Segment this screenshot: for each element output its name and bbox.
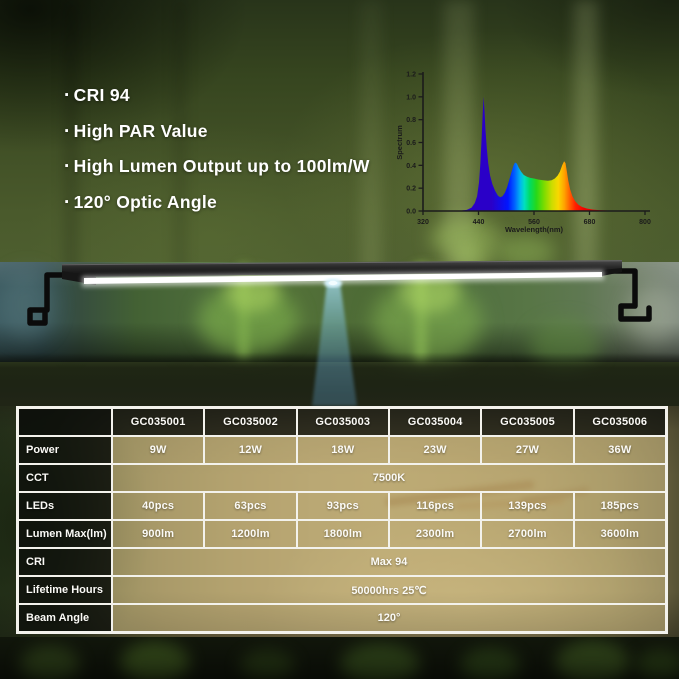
- y-axis-label: Spectrum: [395, 125, 404, 160]
- row-label-cri: CRI: [18, 548, 112, 576]
- shadow-streak: [176, 0, 184, 358]
- x-axis-label: Wavelength(nm): [505, 225, 564, 234]
- chart-tick-label: 0.8: [406, 117, 416, 124]
- feature-item: · 120° Optic Angle: [64, 191, 370, 214]
- row-label-power: Power: [18, 436, 112, 464]
- table-cell: 18W: [296, 436, 389, 464]
- background-bottom-bokeh: [0, 637, 679, 679]
- table-cell-merged: Max 94: [112, 548, 666, 576]
- table-col-header: GC035006: [573, 408, 666, 436]
- chart-tick-label: 0.0: [406, 209, 416, 216]
- table-cell: 36W: [573, 436, 666, 464]
- row-label-lifetime: Lifetime Hours: [18, 576, 112, 604]
- chart-tick-label: 440: [473, 219, 485, 226]
- row-label-lumen: Lumen Max(lm): [18, 520, 112, 548]
- table-col-header: GC035002: [204, 408, 297, 436]
- feature-text: 120° Optic Angle: [73, 191, 218, 212]
- chart-tick-label: 1.2: [406, 72, 416, 79]
- table-cell: 139pcs: [481, 492, 574, 520]
- feature-text: CRI 94: [73, 85, 130, 105]
- row-label-beam-angle: Beam Angle: [18, 604, 112, 632]
- bottom-vignette: [0, 637, 679, 679]
- table-cell-merged: 50000hrs 25℃: [112, 576, 666, 604]
- chart-tick-label: 0.4: [406, 163, 416, 170]
- table-cell: 27W: [481, 436, 574, 464]
- feature-item: · High Lumen Output up to 100lm/W: [64, 155, 370, 178]
- table-cell: 12W: [204, 436, 297, 464]
- plant-leaves: [400, 268, 460, 313]
- table-cell: 116pcs: [389, 492, 482, 520]
- table-cell-merged: 7500K: [112, 464, 666, 492]
- plant-leaves: [225, 272, 280, 312]
- table-corner-cell: [18, 408, 112, 436]
- table-cell: 900lm: [112, 520, 205, 548]
- background-highlight: [628, 285, 679, 345]
- bullet-icon: ·: [64, 191, 71, 213]
- table-cell: 1800lm: [296, 520, 389, 548]
- chart-tick-label: 1.0: [406, 94, 416, 101]
- table-cell: 2700lm: [481, 520, 574, 548]
- table-cell: 40pcs: [112, 492, 205, 520]
- shadow-streak: [66, 0, 76, 358]
- spectrum-area: [462, 96, 645, 211]
- bullet-icon: ·: [64, 120, 71, 142]
- table-col-header: GC035003: [296, 408, 389, 436]
- table-cell-merged: 120°: [112, 604, 666, 632]
- table-cell: 1200lm: [204, 520, 297, 548]
- row-label-leds: LEDs: [18, 492, 112, 520]
- background-dark-band: [0, 352, 679, 408]
- feature-text: High Lumen Output up to 100lm/W: [73, 156, 370, 176]
- table-cell: 185pcs: [573, 492, 666, 520]
- chart-tick-label: 800: [639, 219, 651, 226]
- table-col-header: GC035005: [481, 408, 574, 436]
- bullet-icon: ·: [64, 85, 71, 106]
- feature-list: · CRI 94 · High PAR Value · High Lumen O…: [64, 84, 370, 214]
- table-cell: 63pcs: [204, 492, 297, 520]
- table-cell: 93pcs: [296, 492, 389, 520]
- glass-teal-glow: [0, 270, 55, 340]
- chart-tick-label: 0.6: [406, 140, 416, 147]
- table-col-header: GC035001: [112, 408, 205, 436]
- table-cell: 2300lm: [389, 520, 482, 548]
- chart-tick-label: 560: [528, 219, 540, 226]
- chart-tick-label: 0.2: [406, 186, 416, 193]
- chart-tick-label: 680: [584, 219, 596, 226]
- feature-text: High PAR Value: [73, 120, 208, 141]
- leaf-blur: [430, 218, 500, 258]
- background-top-foliage: [0, 0, 679, 268]
- table-cell: 23W: [389, 436, 482, 464]
- feature-item: · CRI 94: [64, 84, 370, 107]
- spectrum-chart: 320 440 560 680 800 0.0 0.2 0.4 0.6 0.8 1.0 1.2 Wave…: [395, 72, 651, 235]
- feature-item: · High PAR Value: [64, 120, 370, 143]
- table-col-header: GC035004: [389, 408, 482, 436]
- table-cell: 9W: [112, 436, 205, 464]
- spec-table: GC035001 GC035002 GC035003 GC035004 GC03…: [16, 406, 668, 634]
- bullet-icon: ·: [64, 156, 71, 177]
- row-label-cct: CCT: [18, 464, 112, 492]
- chart-tick-label: 320: [417, 219, 429, 226]
- table-cell: 3600lm: [573, 520, 666, 548]
